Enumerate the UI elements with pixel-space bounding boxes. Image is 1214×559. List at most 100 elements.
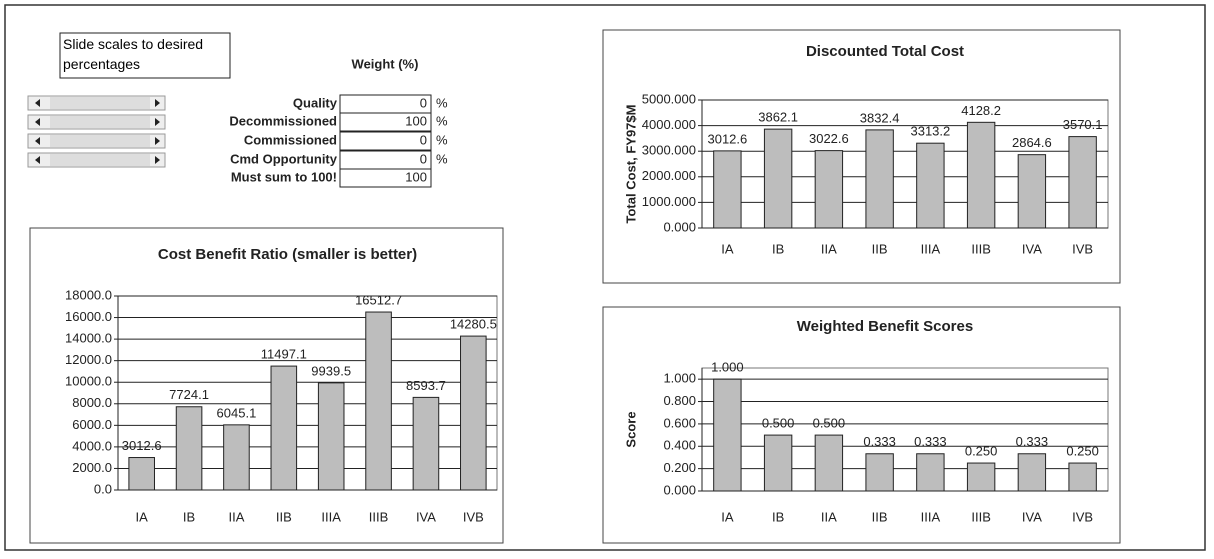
x-tick-label: IA — [721, 241, 734, 256]
bar — [365, 311, 392, 491]
y-tick-label: 4000.0 — [72, 438, 112, 453]
value-label: 3570.1 — [1063, 117, 1103, 132]
weight-input[interactable] — [339, 150, 432, 170]
sliders[interactable] — [27, 95, 166, 168]
slider-arrow[interactable] — [155, 137, 160, 145]
weight-value: 0 — [420, 95, 427, 110]
bar — [175, 406, 203, 491]
sum-box — [339, 168, 432, 188]
slider-arrow[interactable] — [35, 118, 40, 126]
slider-thumb[interactable] — [50, 154, 150, 166]
bar — [763, 128, 793, 229]
instruction: Slide scales to desired percentages — [63, 36, 204, 72]
y-tick-label: 4000.000 — [642, 117, 696, 132]
x-tick-label: IIB — [276, 509, 292, 524]
bar — [814, 434, 844, 492]
value-label: 3862.1 — [758, 110, 798, 125]
weight-unit: % — [436, 151, 448, 166]
slider-thumb[interactable] — [50, 116, 150, 128]
bar — [713, 150, 742, 229]
bar — [966, 462, 996, 492]
bar — [460, 335, 487, 491]
bar — [763, 434, 793, 492]
y-tick-label: 1000.000 — [642, 194, 696, 209]
weight-label: Decommissioned — [229, 113, 337, 128]
bar — [270, 365, 298, 491]
y-tick-label: 14000.0 — [65, 331, 112, 346]
value-label: 3012.6 — [707, 131, 747, 146]
x-tick-label: IIIB — [971, 509, 991, 524]
value-label: 2864.6 — [1012, 135, 1052, 150]
x-tick-label: IIB — [872, 241, 888, 256]
instruction-wrap: Slide scales to desired percentages — [63, 36, 204, 72]
value-label: 3313.2 — [910, 124, 950, 139]
bar — [814, 150, 844, 229]
x-tick-label: IIIA — [321, 509, 341, 524]
y-tick-label: 10000.0 — [65, 374, 112, 389]
bar — [1068, 462, 1097, 492]
y-tick-label: 0.0 — [94, 481, 112, 496]
bar — [713, 378, 742, 492]
slider-arrow[interactable] — [35, 99, 40, 107]
weight-value: 100 — [405, 113, 427, 128]
value-label: 0.333 — [914, 434, 947, 449]
value-label: 3022.6 — [809, 131, 849, 146]
x-tick-label: IB — [772, 509, 784, 524]
value-label: 3012.6 — [122, 438, 162, 453]
y-tick-label: 6000.0 — [72, 417, 112, 432]
value-label: 7724.1 — [169, 387, 209, 402]
x-tick-label: IIIB — [369, 509, 389, 524]
y-tick-label: 0.000 — [663, 482, 696, 497]
slider-arrow[interactable] — [155, 99, 160, 107]
slider-arrow[interactable] — [35, 156, 40, 164]
x-tick-label: IVA — [1022, 509, 1042, 524]
x-tick-label: IVA — [416, 509, 436, 524]
chart-title: Cost Benefit Ratio (smaller is better) — [158, 246, 417, 263]
bar — [1068, 136, 1097, 229]
weights: Quality 0 % Decommissioned 100 % Commissioned 0… — [229, 94, 448, 188]
bar — [1017, 453, 1047, 492]
instruction-box — [59, 32, 231, 79]
value-label: 0.333 — [1016, 434, 1049, 449]
y-tick-label: 0.000 — [663, 219, 696, 234]
value-label: 8593.7 — [406, 378, 446, 393]
x-tick-label: IVA — [1022, 241, 1042, 256]
x-tick-label: IIIA — [921, 241, 941, 256]
weight-input[interactable] — [339, 131, 432, 151]
chart-title: Discounted Total Cost — [806, 43, 964, 60]
y-axis-label: Score — [623, 411, 638, 447]
bar — [128, 457, 155, 491]
bar — [223, 424, 250, 491]
value-label: 4128.2 — [961, 103, 1001, 118]
slider-arrow[interactable] — [155, 118, 160, 126]
x-tick-label: IVB — [1072, 241, 1093, 256]
y-axis-label: Total Cost, FY97$M — [623, 105, 638, 224]
weight-unit: % — [436, 95, 448, 110]
slider-thumb[interactable] — [50, 135, 150, 147]
weight-unit: % — [436, 132, 448, 147]
value-label: 14280.5 — [450, 317, 497, 332]
weight-input[interactable] — [339, 94, 432, 114]
y-tick-label: 2000.000 — [642, 168, 696, 183]
weight-value: 0 — [420, 151, 427, 166]
slider-arrow[interactable] — [155, 156, 160, 164]
bar — [865, 129, 894, 229]
y-tick-label: 5000.000 — [642, 91, 696, 106]
x-tick-label: IIIA — [921, 509, 941, 524]
slider-thumb[interactable] — [50, 97, 150, 109]
sum-value: 100 — [405, 169, 427, 184]
slider-arrow[interactable] — [35, 137, 40, 145]
x-tick-label: IIIB — [971, 241, 991, 256]
x-tick-label: IB — [183, 509, 195, 524]
x-tick-label: IA — [721, 509, 734, 524]
bar — [916, 142, 945, 229]
value-label: 0.250 — [1066, 443, 1099, 458]
y-tick-label: 1.000 — [663, 371, 696, 386]
bar — [317, 382, 345, 491]
x-tick-label: IB — [772, 241, 784, 256]
x-tick-label: IVB — [463, 509, 484, 524]
x-tick-label: IIB — [872, 509, 888, 524]
weight-input[interactable] — [339, 112, 432, 132]
